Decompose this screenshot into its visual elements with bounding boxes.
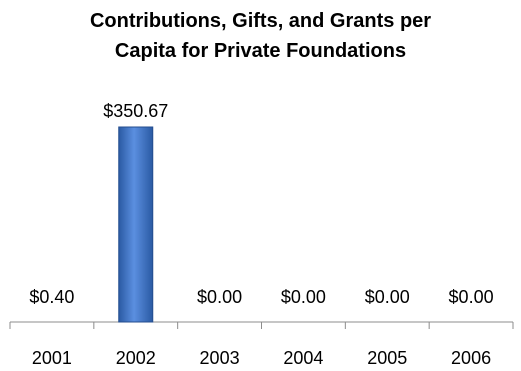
chart-title: Contributions, Gifts, and Grants per Cap… bbox=[89, 10, 432, 62]
bar-2002 bbox=[118, 126, 154, 323]
x-tick-label-2005: 2005 bbox=[367, 348, 407, 368]
x-tick-label-2001: 2001 bbox=[32, 348, 72, 368]
data-label-2003: $0.00 bbox=[197, 287, 242, 307]
x-axis-ticks bbox=[9, 322, 514, 329]
x-tick-label-2006: 2006 bbox=[451, 348, 491, 368]
x-tick-label-2003: 2003 bbox=[200, 348, 240, 368]
data-label-2005: $0.00 bbox=[365, 287, 410, 307]
bars-group bbox=[118, 126, 154, 323]
data-label-2001: $0.40 bbox=[29, 287, 74, 307]
data-labels-group: $0.40 $350.67 $0.00 $0.00 $0.00 $0.00 bbox=[29, 101, 493, 307]
x-tick-label-2002: 2002 bbox=[116, 348, 156, 368]
data-label-2006: $0.00 bbox=[449, 287, 494, 307]
x-tick-labels-group: 2001 2002 2003 2004 2005 2006 bbox=[32, 348, 491, 368]
data-label-2002: $350.67 bbox=[103, 101, 168, 121]
x-tick-label-2004: 2004 bbox=[283, 348, 323, 368]
data-label-2004: $0.00 bbox=[281, 287, 326, 307]
